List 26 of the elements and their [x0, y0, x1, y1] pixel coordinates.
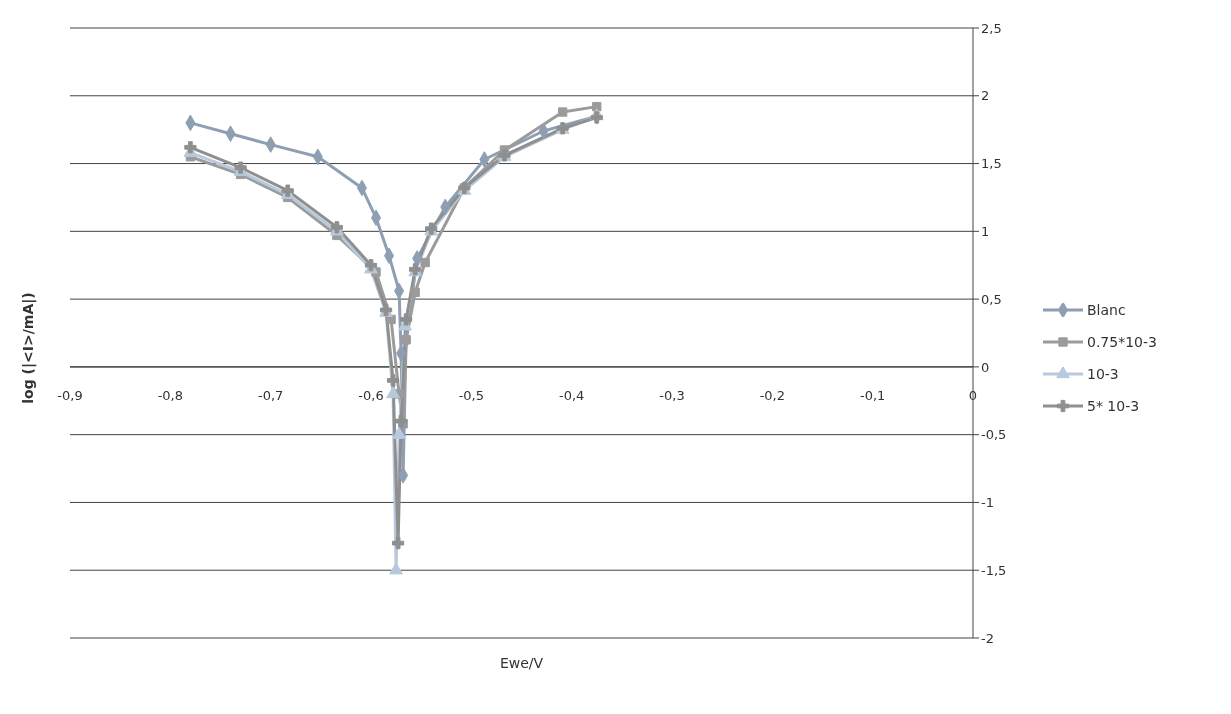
x-tick-label: -0,4	[558, 387, 585, 403]
y-tick-label: -2	[981, 630, 994, 646]
y-tick-label: 0	[981, 359, 990, 375]
x-tick-label: -0,1	[859, 387, 886, 403]
x-axis-title: Ewe/V	[499, 655, 544, 671]
y-tick-label: -1,5	[981, 562, 1007, 578]
x-tick-label: -0,9	[57, 387, 83, 403]
x-tick-label: -0,6	[358, 387, 384, 403]
legend-label: 5* 10-3	[1087, 398, 1140, 414]
x-tick-label: -0,5	[458, 387, 485, 403]
x-tick-label: -0,7	[257, 387, 284, 403]
x-tick-label: -0,8	[157, 387, 184, 403]
legend-label: Blanc	[1087, 302, 1126, 318]
y-tick-label: 1	[981, 223, 990, 239]
y-tick-label: 0,5	[981, 291, 1002, 307]
legend-label: 0.75*10-3	[1087, 334, 1157, 350]
x-tick-label: -0,2	[759, 387, 786, 403]
y-tick-label: 2	[981, 88, 990, 104]
y-tick-label: 2,5	[981, 20, 1002, 36]
legend-label: 10-3	[1087, 366, 1119, 382]
x-tick-label: -0,3	[659, 387, 685, 403]
y-axis-title: log (|<I>/mA|)	[20, 292, 37, 404]
y-tick-label: 1,5	[981, 156, 1002, 172]
x-tick-label: 0	[968, 387, 978, 403]
y-tick-label: -0,5	[981, 427, 1007, 443]
y-tick-label: -1	[981, 495, 994, 511]
